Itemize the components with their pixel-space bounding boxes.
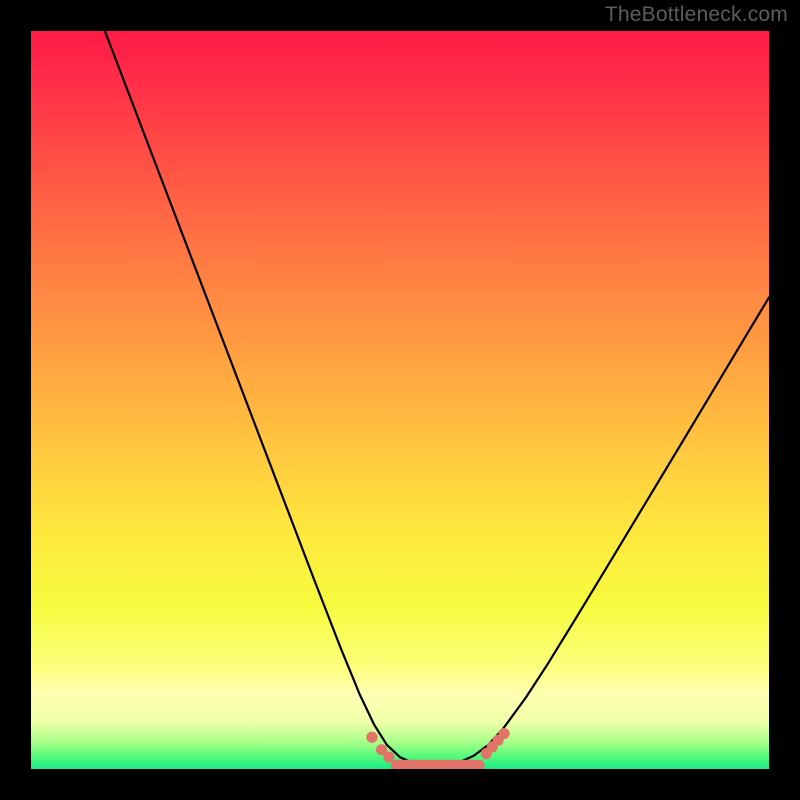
plot-area	[31, 31, 769, 769]
outer-frame: TheBottleneck.com	[0, 0, 800, 800]
watermark-text: TheBottleneck.com	[605, 3, 788, 27]
marker-dot	[498, 728, 509, 739]
gradient-background	[31, 31, 769, 769]
chart-svg	[31, 31, 769, 769]
marker-dot	[366, 732, 377, 743]
marker-dot	[383, 752, 394, 763]
